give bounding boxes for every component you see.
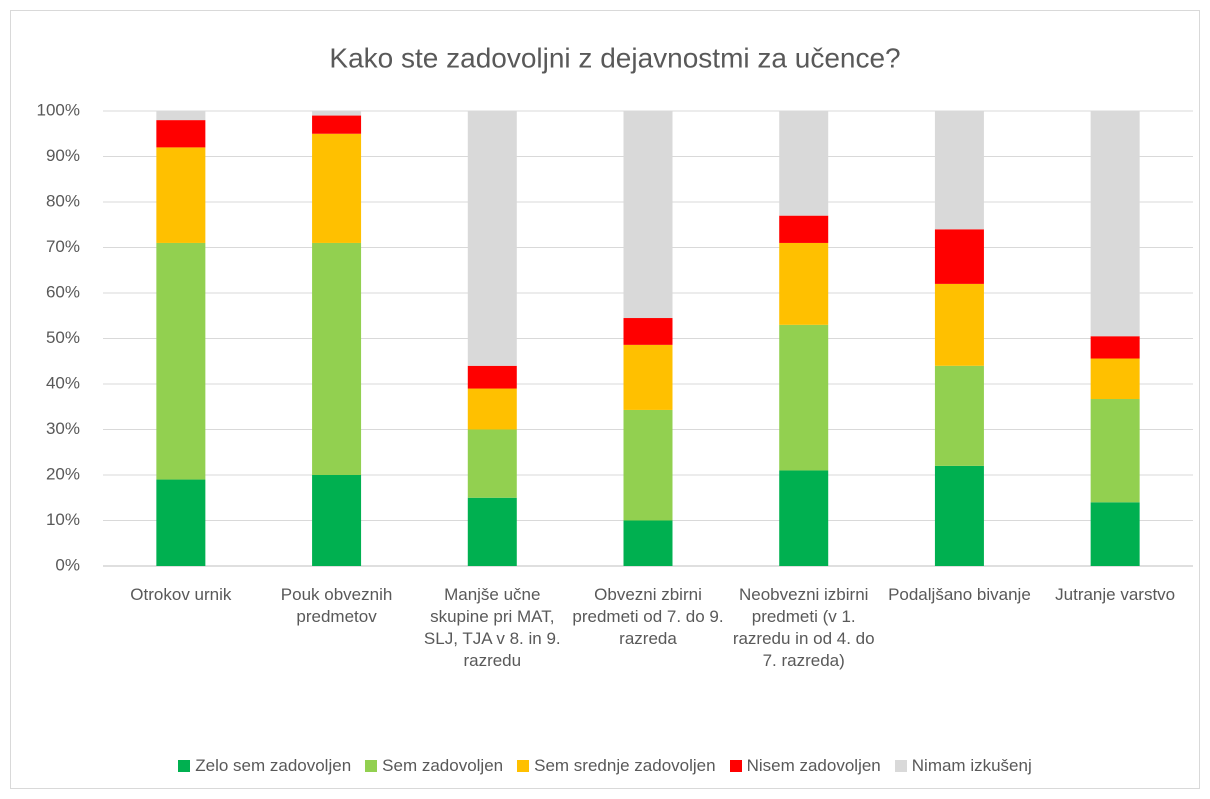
bar-segment: [1090, 358, 1140, 400]
x-tick-label: Podaljšano bivanje: [888, 585, 1031, 604]
bar-segment: [312, 111, 362, 116]
legend-item: Zelo sem zadovoljen: [178, 756, 351, 776]
y-tick-label: 80%: [46, 191, 80, 210]
bar-segment: [623, 111, 673, 319]
bar-segment: [467, 365, 517, 389]
bar-segment: [467, 497, 517, 566]
bar-segment: [623, 409, 673, 521]
bar-segment: [156, 242, 206, 480]
bar-segment: [934, 365, 984, 466]
y-tick-label: 100%: [37, 100, 80, 119]
y-tick-label: 60%: [46, 282, 80, 301]
legend-swatch: [517, 760, 530, 772]
y-tick-label: 10%: [46, 510, 80, 529]
bar-segment: [312, 242, 362, 475]
legend-swatch: [729, 760, 742, 772]
x-tick-label: Otrokov urnik: [130, 585, 232, 604]
x-tick-label: Jutranje varstvo: [1055, 585, 1176, 604]
y-tick-label: 90%: [46, 146, 80, 165]
bar-segment: [1090, 336, 1140, 359]
bar-segment: [156, 147, 206, 243]
bar-segment: [1090, 399, 1140, 503]
bar-segment: [312, 475, 362, 566]
legend-label: Nisem zadovoljen: [746, 756, 881, 775]
legend-swatch: [894, 760, 907, 772]
bar-segment: [934, 229, 984, 284]
bar-segment: [934, 111, 984, 230]
bar-segment: [467, 111, 517, 366]
bar-segment: [934, 283, 984, 366]
x-tick-label: Pouk obveznih predmetov: [280, 585, 393, 626]
bar-segment: [934, 465, 984, 566]
y-tick-label: 70%: [46, 237, 80, 256]
legend-swatch: [178, 760, 191, 772]
bar-segment: [156, 120, 206, 148]
bar-segment: [779, 111, 829, 216]
legend-label: Nimam izkušenj: [911, 756, 1032, 775]
bar-segment: [467, 429, 517, 498]
bar-segment: [779, 470, 829, 566]
bar-segment: [156, 111, 206, 121]
bar-segment: [779, 215, 829, 243]
bar-segment: [312, 133, 362, 243]
legend: Zelo sem zadovoljen Sem zadovoljen Sem sre…: [0, 756, 1210, 776]
bar-segment: [779, 324, 829, 471]
y-tick-label: 30%: [46, 419, 80, 438]
bar-segment: [1090, 502, 1140, 566]
legend-item: Nisem zadovoljen: [729, 756, 881, 776]
bar-segment: [623, 520, 673, 566]
y-tick-label: 0%: [55, 555, 80, 574]
bar-segment: [467, 388, 517, 430]
bar-segment: [1090, 111, 1140, 337]
bar-segment: [156, 479, 206, 566]
y-tick-label: 50%: [46, 328, 80, 347]
legend-item: Nimam izkušenj: [894, 756, 1032, 776]
legend-swatch: [365, 760, 378, 772]
x-tick-label: Manjše učne skupine pri MAT, SLJ, TJA v …: [423, 585, 561, 670]
chart-title: Kako ste zadovoljni z dejavnostmi za uče…: [329, 42, 900, 73]
legend-label: Sem srednje zadovoljen: [534, 756, 716, 775]
legend-item: Sem srednje zadovoljen: [517, 756, 716, 776]
x-tick-label: Neobvezni izbirni predmeti (v 1. razredu…: [732, 585, 875, 670]
legend-label: Sem zadovoljen: [382, 756, 504, 775]
bar-segment: [779, 242, 829, 325]
bar-segment: [623, 318, 673, 345]
legend-label: Zelo sem zadovoljen: [195, 756, 352, 775]
y-tick-label: 20%: [46, 464, 80, 483]
y-tick-label: 40%: [46, 373, 80, 392]
chart-border: [10, 10, 1200, 789]
x-tick-label: Obvezni zbirni predmeti od 7. do 9. razr…: [572, 585, 724, 648]
legend-item: Sem zadovoljen: [365, 756, 503, 776]
bar-segment: [623, 344, 673, 410]
bar-segment: [312, 115, 362, 134]
